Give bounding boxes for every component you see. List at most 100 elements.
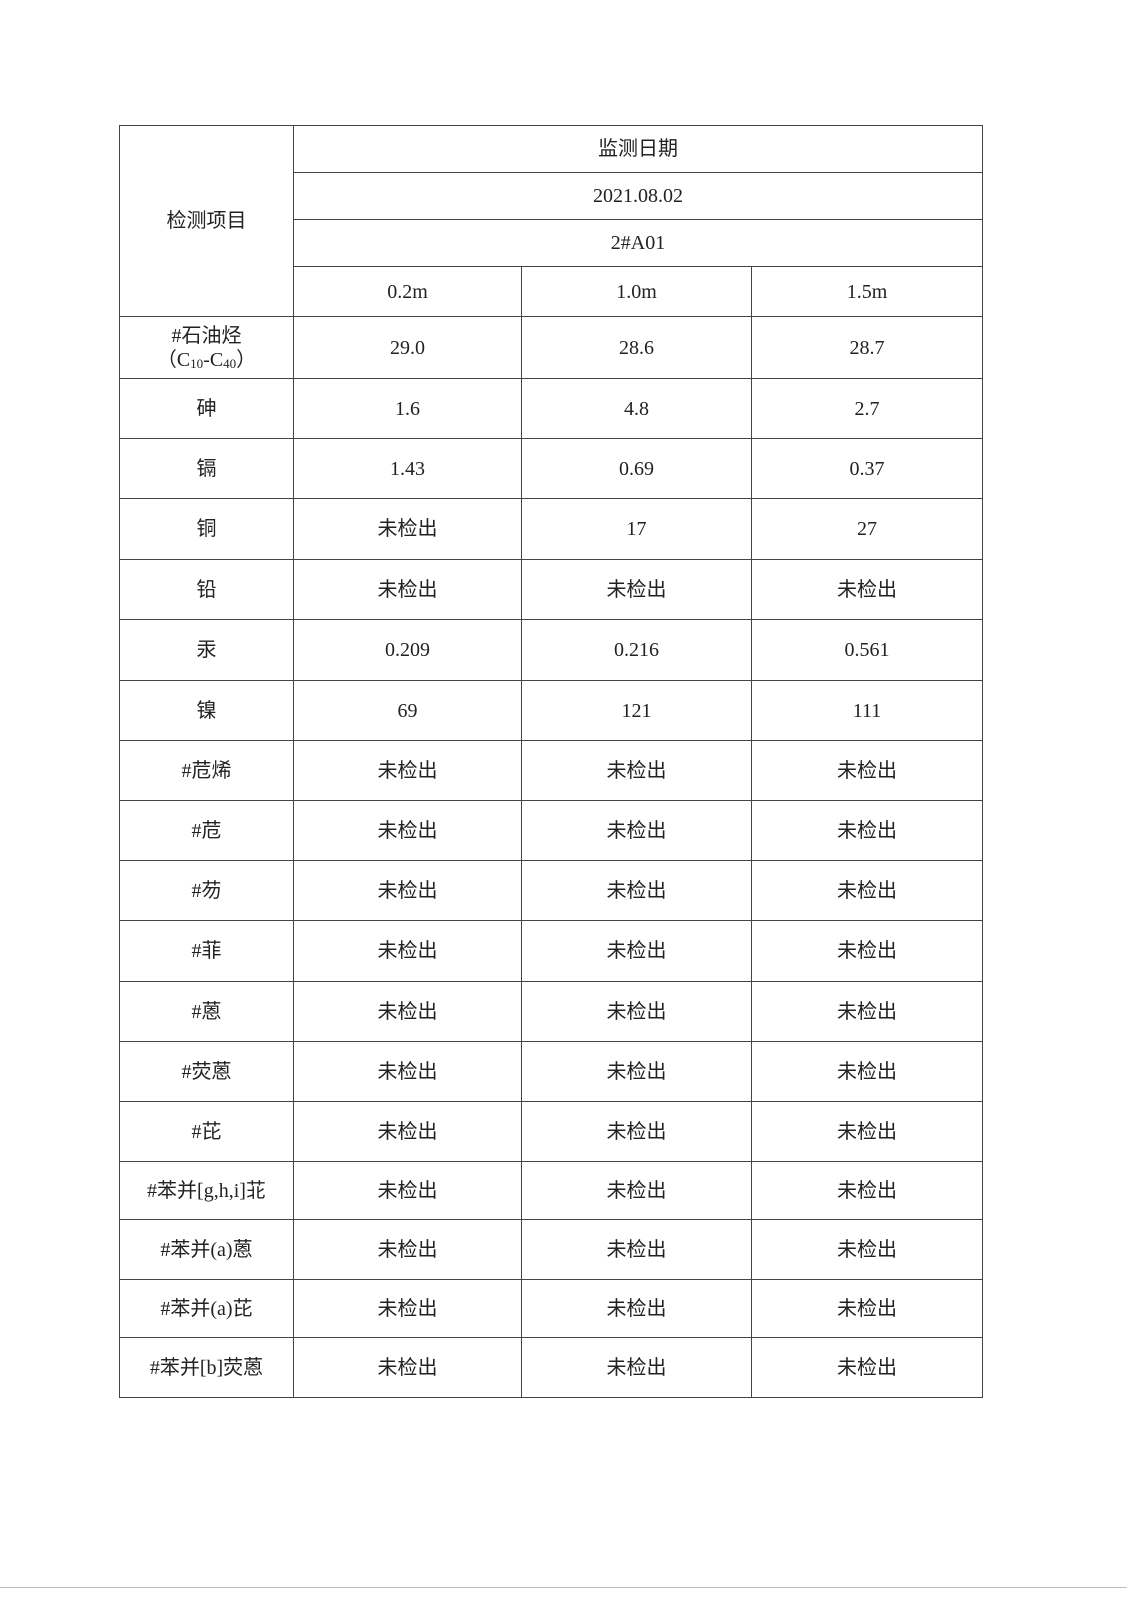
- table-row: #苊 未检出 未检出 未检出: [119, 800, 983, 861]
- text: -C: [203, 348, 224, 371]
- cell-value: 未检出: [521, 860, 752, 921]
- item-line1: #石油烃: [171, 324, 242, 347]
- row-item: #苊: [119, 800, 294, 861]
- table-row: 汞 0.209 0.216 0.561: [119, 619, 983, 681]
- page-edge-line: [0, 1587, 1127, 1588]
- cell-value: 111: [751, 680, 983, 741]
- cell-value: 未检出: [751, 800, 983, 861]
- header-site: 2#A01: [293, 219, 983, 267]
- subscript: 40: [223, 355, 237, 371]
- cell-value: 2.7: [751, 378, 983, 439]
- table-row: 砷 1.6 4.8 2.7: [119, 378, 983, 439]
- cell-value: 28.7: [751, 316, 983, 379]
- cell-value: 0.209: [293, 619, 522, 681]
- cell-value: 未检出: [521, 1279, 752, 1338]
- cell-value: 未检出: [293, 1337, 522, 1398]
- cell-value: 未检出: [751, 1161, 983, 1220]
- cell-value: 未检出: [751, 920, 983, 982]
- table-row: 镍 69 121 111: [119, 680, 983, 741]
- table-row: #蒽 未检出 未检出 未检出: [119, 981, 983, 1042]
- cell-value: 未检出: [293, 920, 522, 982]
- row-item: #蒽: [119, 981, 294, 1042]
- row-item: #苯并[b]荧蒽: [119, 1337, 294, 1398]
- text: （C: [156, 348, 191, 371]
- cell-value: 未检出: [293, 860, 522, 921]
- cell-value: 未检出: [293, 800, 522, 861]
- cell-value: 未检出: [293, 981, 522, 1042]
- cell-value: 0.69: [521, 438, 752, 499]
- cell-value: 未检出: [521, 1101, 752, 1162]
- cell-value: 27: [751, 498, 983, 560]
- cell-value: 未检出: [293, 1279, 522, 1338]
- item-line2: （C10-C40）: [120, 348, 293, 372]
- row-item: 汞: [119, 619, 294, 681]
- row-item: #菲: [119, 920, 294, 982]
- cell-value: 未检出: [751, 559, 983, 620]
- table-row: #石油烃 （C10-C40） 29.0 28.6 28.7: [119, 316, 983, 379]
- cell-value: 未检出: [751, 860, 983, 921]
- monitoring-results-table: 检测项目 监测日期 2021.08.02 2#A01 0.2m 1.0m 1.5…: [119, 125, 983, 1398]
- cell-value: 未检出: [521, 800, 752, 861]
- depth-header: 1.5m: [751, 266, 983, 317]
- cell-value: 未检出: [521, 1041, 752, 1102]
- header-item: 检测项目: [119, 125, 294, 317]
- cell-value: 未检出: [521, 740, 752, 801]
- header-date-label: 监测日期: [293, 125, 983, 173]
- depth-header: 1.0m: [521, 266, 752, 317]
- cell-value: 未检出: [751, 1041, 983, 1102]
- table-row: #苯并(a)芘 未检出 未检出 未检出: [119, 1279, 983, 1338]
- table-row: #荧蒽 未检出 未检出 未检出: [119, 1041, 983, 1102]
- table-row: #芘 未检出 未检出 未检出: [119, 1101, 983, 1162]
- row-item: 铅: [119, 559, 294, 620]
- row-item: #苯并[g,h,i]苝: [119, 1161, 294, 1220]
- table-row: #苯并[b]荧蒽 未检出 未检出 未检出: [119, 1337, 983, 1398]
- table-row: 铅未检出 未检出 未检出: [119, 559, 983, 620]
- cell-value: 未检出: [521, 1161, 752, 1220]
- cell-value: 未检出: [751, 740, 983, 801]
- table-row: #苯并(a)蒽 未检出 未检出 未检出: [119, 1219, 983, 1280]
- cell-value: 未检出: [293, 1219, 522, 1280]
- row-item: 镍: [119, 680, 294, 741]
- cell-value: 未检出: [751, 1101, 983, 1162]
- row-item: #石油烃 （C10-C40）: [119, 316, 294, 379]
- depth-header: 0.2m: [293, 266, 522, 317]
- cell-value: 0.216: [521, 619, 752, 681]
- cell-value: 1.6: [293, 378, 522, 439]
- cell-value: 未检出: [293, 498, 522, 560]
- cell-value: 未检出: [751, 1219, 983, 1280]
- cell-value: 未检出: [293, 740, 522, 801]
- row-item: #荧蒽: [119, 1041, 294, 1102]
- cell-value: 未检出: [293, 1161, 522, 1220]
- cell-value: 未检出: [293, 1041, 522, 1102]
- table-row: #苊烯 未检出 未检出 未检出: [119, 740, 983, 801]
- cell-value: 未检出: [521, 981, 752, 1042]
- row-item: #苊烯: [119, 740, 294, 801]
- cell-value: 1.43: [293, 438, 522, 499]
- cell-value: 17: [521, 498, 752, 560]
- row-item: #苯并(a)蒽: [119, 1219, 294, 1280]
- cell-value: 4.8: [521, 378, 752, 439]
- text: ）: [236, 348, 257, 371]
- table-row: #苯并[g,h,i]苝 未检出 未检出 未检出: [119, 1161, 983, 1220]
- cell-value: 未检出: [521, 559, 752, 620]
- row-item: 镉: [119, 438, 294, 499]
- row-item: #苯并(a)芘: [119, 1279, 294, 1338]
- cell-value: 未检出: [751, 1279, 983, 1338]
- subscript: 10: [190, 355, 204, 371]
- row-item: 铜: [119, 498, 294, 560]
- cell-value: 28.6: [521, 316, 752, 379]
- cell-value: 0.37: [751, 438, 983, 499]
- cell-value: 未检出: [751, 981, 983, 1042]
- cell-value: 29.0: [293, 316, 522, 379]
- cell-value: 121: [521, 680, 752, 741]
- table-row: #菲 未检出 未检出 未检出: [119, 920, 983, 982]
- cell-value: 未检出: [293, 1101, 522, 1162]
- cell-value: 未检出: [521, 920, 752, 982]
- table-row: #芴 未检出 未检出 未检出: [119, 860, 983, 921]
- cell-value: 0.561: [751, 619, 983, 681]
- cell-value: 未检出: [521, 1219, 752, 1280]
- table-row: 铜未检出 17 27: [119, 498, 983, 560]
- row-item: #芘: [119, 1101, 294, 1162]
- row-item: #芴: [119, 860, 294, 921]
- row-item: 砷: [119, 378, 294, 439]
